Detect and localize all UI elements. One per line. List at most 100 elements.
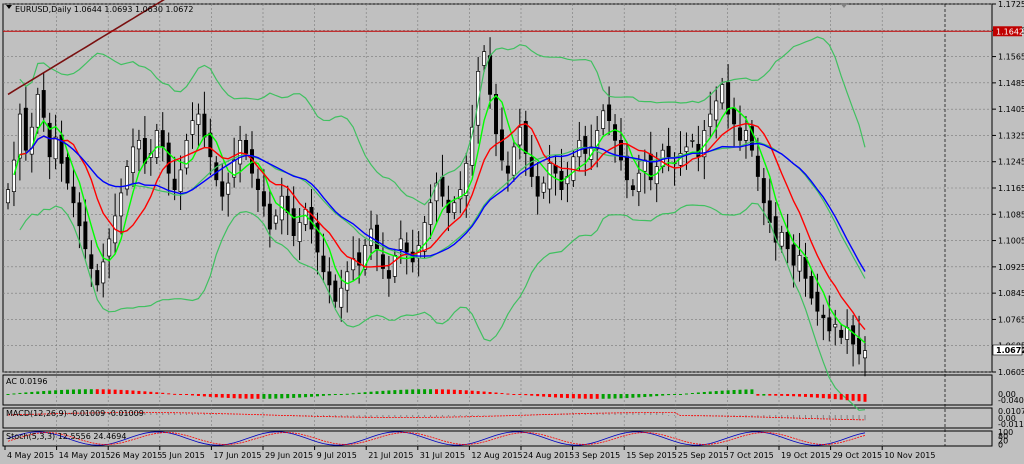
macd-tick-label: 0.00 [998, 414, 1016, 423]
candle-body [749, 126, 754, 151]
ac-bar [821, 394, 825, 399]
ac-bar [327, 394, 331, 396]
ac-bar [36, 391, 40, 394]
ac-bar [750, 389, 754, 394]
candle-body [65, 157, 70, 184]
ac-bar [280, 394, 284, 399]
candle-body [505, 165, 510, 174]
ac-bar [440, 389, 444, 394]
candle-body [714, 100, 719, 121]
price-tick-label: 1.0845 [998, 289, 1024, 298]
ac-bar [690, 392, 694, 394]
candle-body [863, 350, 867, 359]
ac-bar [684, 393, 688, 395]
candle-body [374, 224, 379, 250]
ac-bar [768, 394, 772, 396]
ac-bar [803, 394, 807, 397]
candle-body [83, 221, 88, 250]
ac-bar [274, 394, 278, 399]
ac-bar [649, 394, 653, 397]
candle-body [708, 113, 713, 127]
price-tick-label: 1.0765 [998, 315, 1024, 324]
date-tick-label: 12 Aug 2015 [471, 451, 522, 460]
candle-body [738, 127, 743, 141]
ac-bar [530, 394, 534, 396]
ac-bar [71, 389, 75, 394]
ac-bar [423, 389, 427, 394]
candle-body [458, 189, 463, 200]
ac-bar [518, 394, 522, 395]
ac-bar [643, 394, 647, 398]
candle-body [452, 202, 457, 213]
date-tick-label: 3 Sep 2015 [575, 451, 621, 460]
ac-bar [185, 394, 189, 395]
stoch-tick-label: 100 [998, 428, 1013, 437]
ac-bar [155, 392, 159, 394]
candle-body [791, 244, 796, 266]
macd-tick-label: 0.01078 [998, 407, 1024, 416]
ac-bar [89, 389, 93, 394]
date-tick-label: 9 Jul 2015 [317, 451, 357, 460]
candle-body [232, 159, 237, 178]
ma-medium-line [19, 122, 866, 331]
ac-bar [565, 394, 569, 399]
ac-bar [220, 394, 224, 398]
candle-body [101, 261, 106, 284]
candle-body [315, 222, 320, 253]
candle-body [107, 238, 112, 257]
candle-body [827, 317, 832, 332]
ac-bar [857, 394, 861, 402]
chart-title: EURUSD,Daily 1.0644 1.0693 1.0630 1.0672 [15, 5, 194, 14]
ac-bar [786, 394, 790, 397]
ac-bar [548, 394, 552, 398]
ac-bar [798, 394, 802, 397]
ac-bar [125, 390, 129, 394]
ac-bar [232, 394, 236, 399]
candle-body [821, 314, 826, 319]
date-tick-label: 26 May 2015 [110, 451, 162, 460]
ac-bar [458, 390, 462, 394]
price-tick-label: 1.0925 [998, 263, 1024, 272]
ac-label: AC 0.0196 [6, 377, 47, 386]
candle-body [41, 90, 46, 118]
candle-body [35, 94, 40, 128]
candle-body [684, 146, 689, 152]
ac-bar [315, 394, 319, 397]
candle-body [654, 166, 659, 185]
date-tick-label: 21 Jul 2015 [368, 451, 413, 460]
ac-bar [726, 390, 730, 394]
ac-bar [18, 392, 22, 394]
price-tick-label: 1.1325 [998, 131, 1024, 140]
candle-body [499, 129, 504, 161]
ac-bar [268, 394, 272, 399]
ac-bar [208, 394, 212, 397]
candle-body [220, 181, 225, 197]
ac-bar [696, 392, 700, 394]
ac-bar [149, 391, 153, 394]
candle-body [398, 238, 403, 250]
candle-body [494, 94, 499, 135]
candle-body [755, 155, 760, 177]
ac-bar [702, 391, 706, 394]
date-tick-label: 25 Sep 2015 [678, 451, 729, 460]
ac-bar [619, 394, 623, 399]
stoch-tick-label: 20 [998, 436, 1008, 445]
ac-bar [661, 394, 665, 396]
ac-bar [488, 392, 492, 394]
ac-bar [83, 389, 87, 394]
ac-bar [214, 394, 218, 398]
bollinger-lower [19, 202, 866, 411]
ac-bar [506, 393, 510, 395]
ac-bar [369, 391, 373, 394]
candle-body [130, 146, 135, 173]
ac-bar [167, 393, 171, 395]
candle-body [607, 104, 612, 121]
candle-body [488, 55, 493, 95]
ac-bar [286, 394, 290, 399]
candle-body [797, 255, 802, 272]
candle-body [285, 195, 290, 213]
candle-body [434, 182, 439, 202]
candle-body [357, 252, 362, 266]
ac-bar [839, 394, 843, 400]
